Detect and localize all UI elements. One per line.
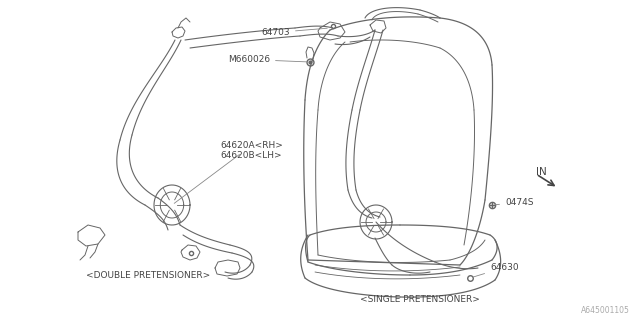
Text: 0474S: 0474S <box>495 198 534 207</box>
Text: M660026: M660026 <box>228 55 307 64</box>
Text: 64630: 64630 <box>473 263 518 277</box>
Text: 64620A<RH>: 64620A<RH> <box>174 141 283 203</box>
Text: <SINGLE PRETENSIONER>: <SINGLE PRETENSIONER> <box>360 295 480 304</box>
Text: <DOUBLE PRETENSIONER>: <DOUBLE PRETENSIONER> <box>86 271 210 280</box>
Text: 64620B<LH>: 64620B<LH> <box>220 151 282 160</box>
Text: A645001105: A645001105 <box>581 306 630 315</box>
Text: 64703: 64703 <box>261 28 327 37</box>
Text: IN: IN <box>536 167 547 177</box>
